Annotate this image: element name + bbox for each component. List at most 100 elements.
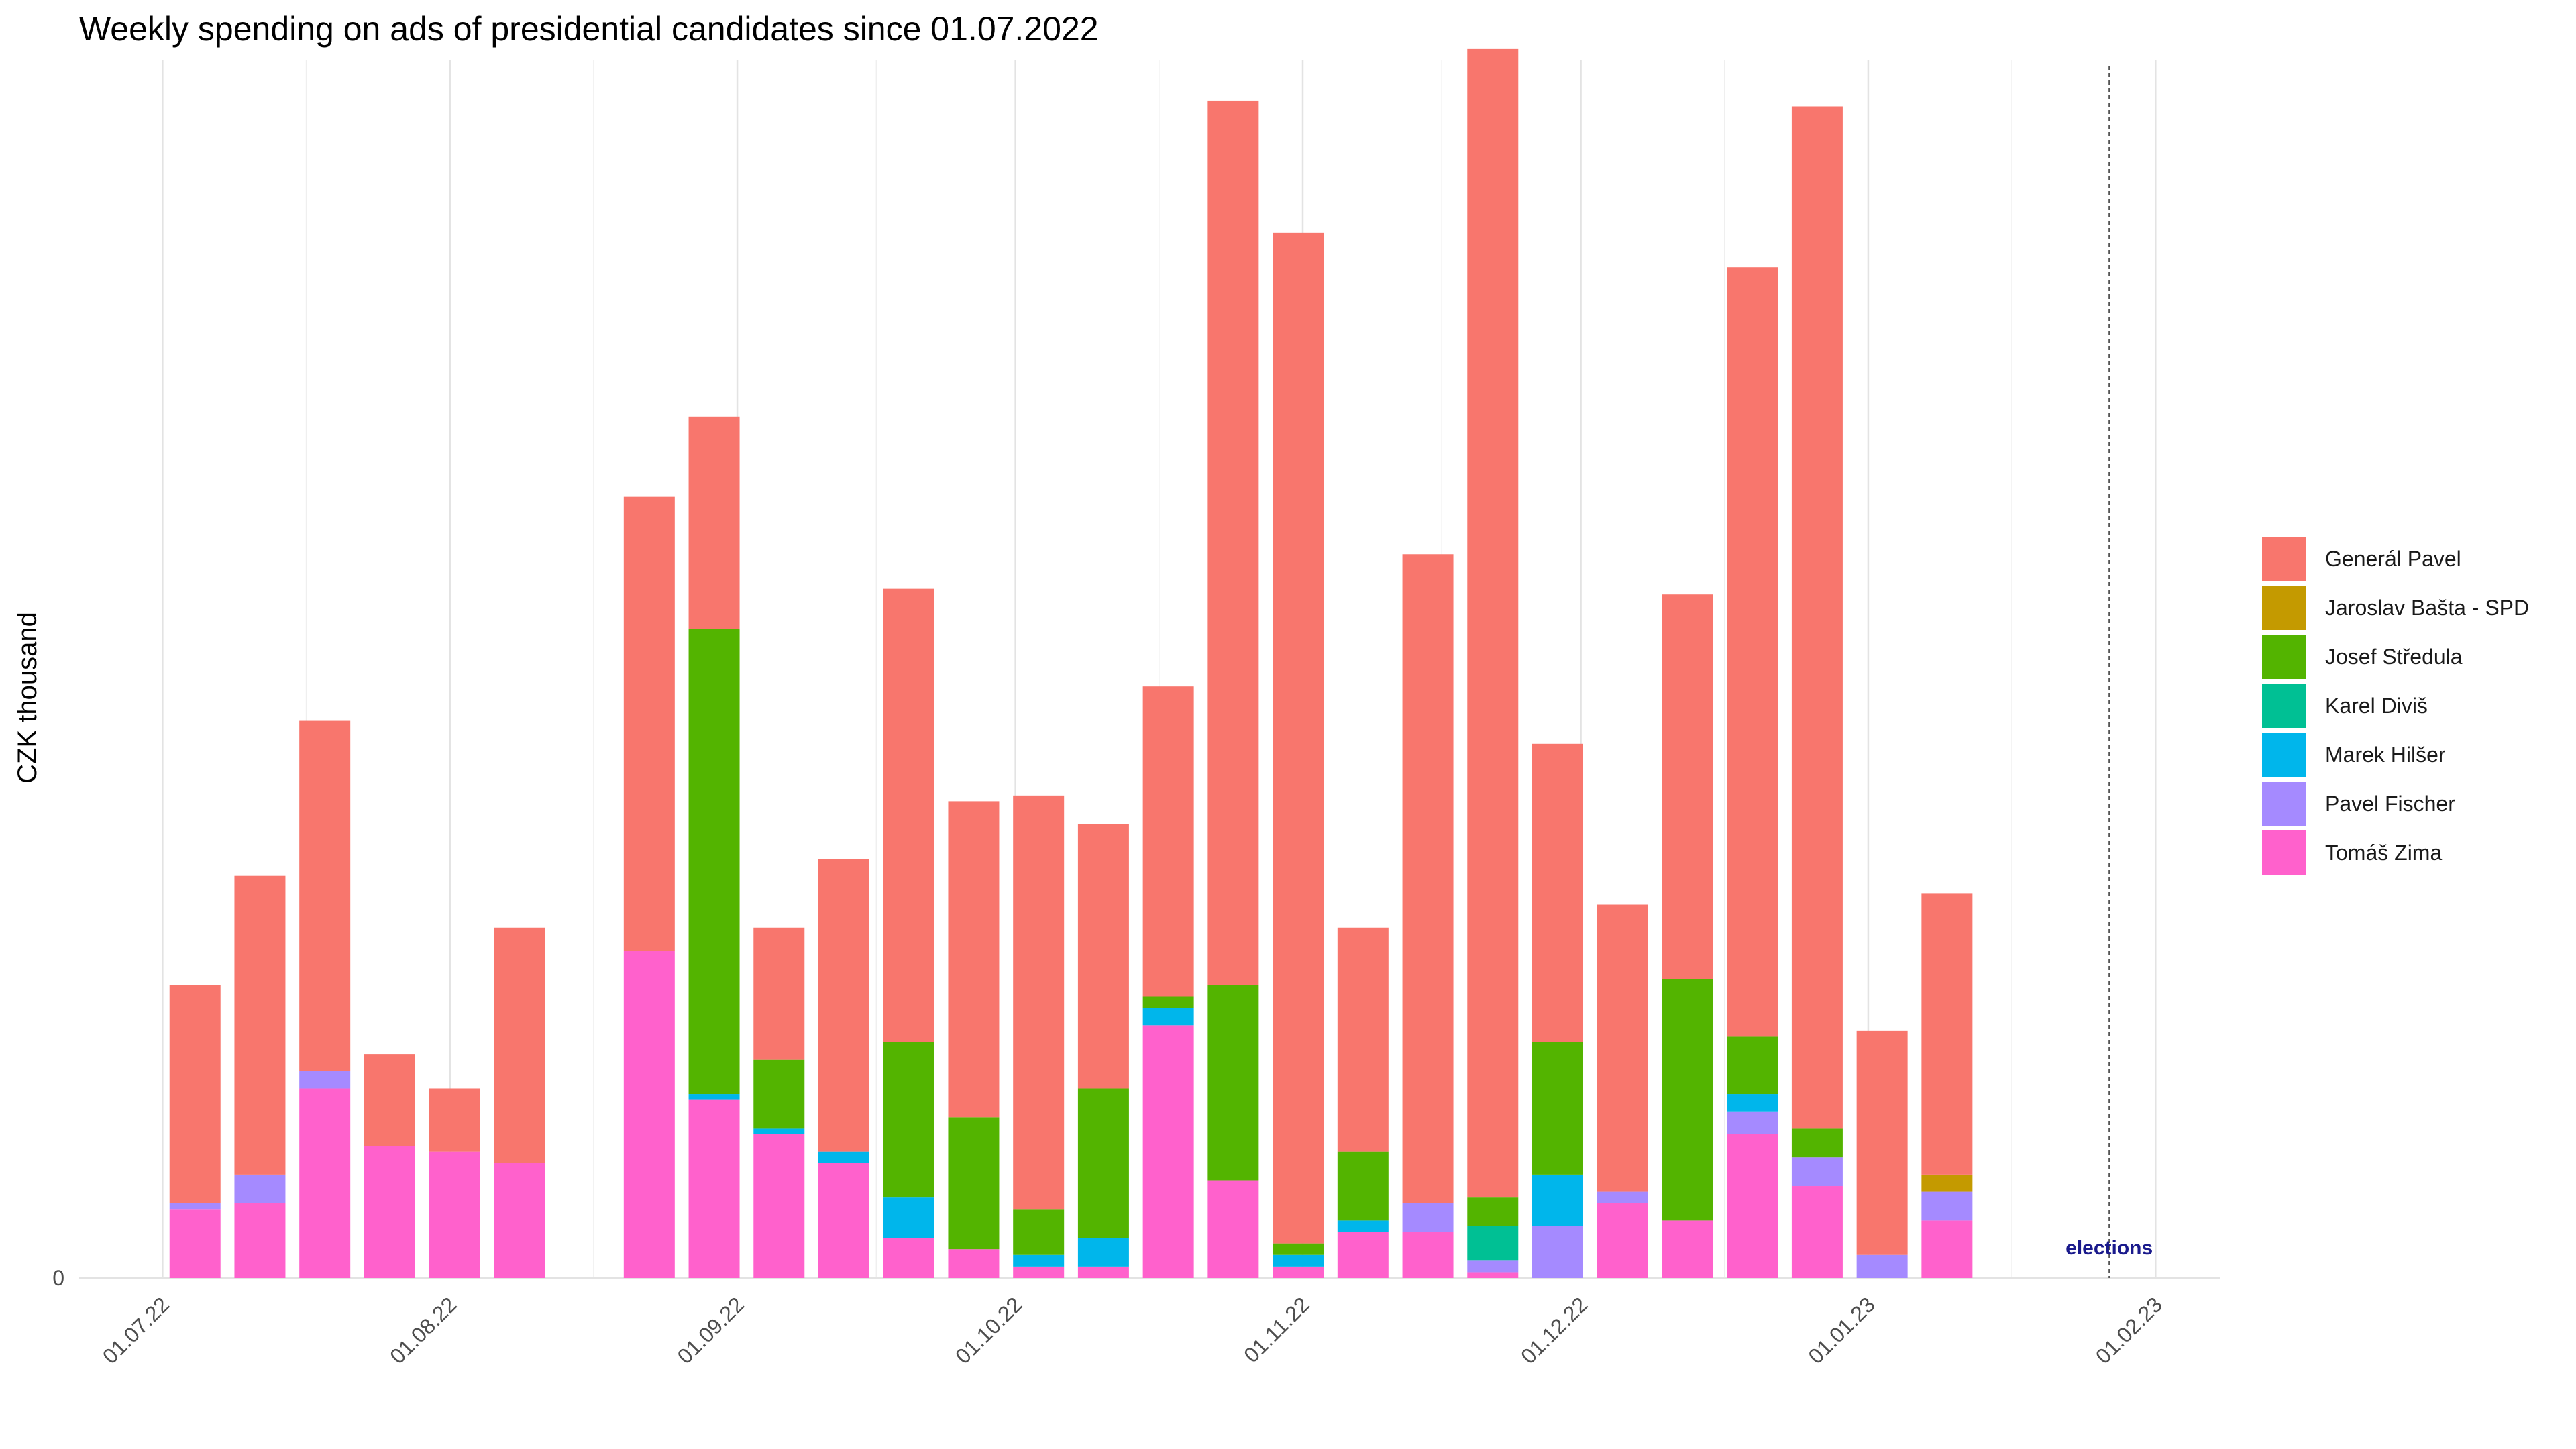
legend-swatch (2262, 782, 2306, 826)
bar-gener-l-pavel (1208, 100, 1259, 985)
bar-marek-hil-er (1532, 1174, 1583, 1226)
bar-tom-zima (1662, 1220, 1713, 1278)
bar-gener-l-pavel (1856, 1030, 1908, 1255)
bar-josef-st-edula (753, 1059, 805, 1129)
legend-swatch (2262, 733, 2306, 777)
bar-gener-l-pavel (364, 1054, 415, 1146)
bar-tom-zima (1402, 1232, 1454, 1278)
bar-gener-l-pavel (1142, 686, 1194, 997)
y-axis-label: CZK thousand (13, 612, 42, 784)
bar-tom-zima (1597, 1203, 1648, 1278)
bar-josef-st-edula (1142, 996, 1194, 1008)
bar-tom-zima (494, 1163, 545, 1278)
bar-tom-zima (623, 951, 675, 1278)
bar-gener-l-pavel (1791, 106, 1843, 1129)
legend-swatch (2262, 684, 2306, 728)
bar-tom-zima (883, 1238, 934, 1278)
bar-gener-l-pavel (948, 801, 1000, 1118)
bar-gener-l-pavel (1532, 743, 1583, 1042)
bar-josef-st-edula (1662, 979, 1713, 1221)
y-tick-label: 0 (52, 1266, 64, 1290)
bar-josef-st-edula (948, 1117, 1000, 1250)
bar-tom-zima (1921, 1220, 1973, 1278)
bar-josef-st-edula (1727, 1036, 1778, 1095)
legend-label: Jaroslav Bašta - SPD (2325, 596, 2529, 620)
legend-label: Karel Diviš (2325, 694, 2428, 718)
election-annotation: elections (2065, 66, 2153, 1278)
bar-tom-zima (1273, 1266, 1324, 1278)
bars (169, 48, 1973, 1278)
bar-josef-st-edula (883, 1042, 934, 1198)
bar-pavel-fischer (1532, 1226, 1583, 1278)
bar-gener-l-pavel (1727, 267, 1778, 1037)
bar-marek-hil-er (1142, 1008, 1194, 1026)
bar-josef-st-edula (1467, 1197, 1519, 1226)
bar-pavel-fischer (1727, 1111, 1778, 1134)
legend-swatch (2262, 830, 2306, 875)
bar-tom-zima (364, 1146, 415, 1278)
bar-gener-l-pavel (818, 859, 869, 1152)
bar-josef-st-edula (1077, 1088, 1129, 1238)
legend-swatch (2262, 537, 2306, 581)
bar-gener-l-pavel (753, 927, 805, 1060)
bar-tom-zima (1727, 1134, 1778, 1278)
bar-tom-zima (1467, 1272, 1519, 1278)
bar-jaroslav-ba-ta-spd (1921, 1174, 1973, 1192)
y-axis-ticks: 0 (52, 1266, 64, 1290)
bar-marek-hil-er (1727, 1094, 1778, 1112)
bar-pavel-fischer (299, 1071, 351, 1089)
bar-tom-zima (753, 1134, 805, 1278)
bar-gener-l-pavel (1013, 795, 1065, 1210)
bar-tom-zima (234, 1203, 286, 1278)
bar-gener-l-pavel (494, 927, 545, 1163)
bar-gener-l-pavel (1402, 554, 1454, 1203)
bar-tom-zima (1208, 1180, 1259, 1278)
legend-swatch (2262, 586, 2306, 630)
bar-marek-hil-er (1013, 1254, 1065, 1267)
bar-pavel-fischer (234, 1174, 286, 1203)
bar-marek-hil-er (753, 1128, 805, 1134)
bar-gener-l-pavel (1273, 232, 1324, 1244)
bar-gener-l-pavel (883, 588, 934, 1042)
bar-tom-zima (948, 1249, 1000, 1278)
bar-gener-l-pavel (1467, 48, 1519, 1198)
bar-josef-st-edula (1273, 1243, 1324, 1255)
bar-gener-l-pavel (299, 720, 351, 1071)
bar-gener-l-pavel (1921, 893, 1973, 1175)
bar-josef-st-edula (1337, 1151, 1389, 1221)
bar-marek-hil-er (1273, 1254, 1324, 1267)
election-label: elections (2065, 1237, 2153, 1259)
bar-gener-l-pavel (688, 416, 740, 629)
bar-gener-l-pavel (623, 496, 675, 951)
bar-tom-zima (169, 1209, 221, 1278)
bar-josef-st-edula (688, 629, 740, 1095)
bar-gener-l-pavel (1662, 594, 1713, 979)
bar-gener-l-pavel (169, 985, 221, 1203)
bar-marek-hil-er (1337, 1220, 1389, 1232)
legend-label: Pavel Fischer (2325, 792, 2455, 816)
legend-swatch (2262, 635, 2306, 679)
bar-pavel-fischer (1597, 1191, 1648, 1203)
bar-tom-zima (1337, 1232, 1389, 1278)
bar-gener-l-pavel (1597, 904, 1648, 1192)
bar-marek-hil-er (1077, 1238, 1129, 1267)
bar-pavel-fischer (1856, 1254, 1908, 1278)
legend-label: Generál Pavel (2325, 547, 2461, 571)
bar-pavel-fischer (169, 1203, 221, 1210)
bar-josef-st-edula (1208, 985, 1259, 1181)
chart-title: Weekly spending on ads of presidential c… (79, 10, 1099, 48)
bar-gener-l-pavel (1337, 927, 1389, 1152)
bar-marek-hil-er (688, 1094, 740, 1100)
bar-tom-zima (1013, 1266, 1065, 1278)
bar-marek-hil-er (818, 1151, 869, 1163)
bar-pavel-fischer (1791, 1157, 1843, 1187)
bar-karel-divi (1467, 1226, 1519, 1261)
bar-tom-zima (1791, 1186, 1843, 1278)
legend-label: Tomáš Zima (2325, 841, 2442, 865)
bar-josef-st-edula (1791, 1128, 1843, 1158)
legend-label: Marek Hilšer (2325, 743, 2446, 767)
bar-tom-zima (1142, 1025, 1194, 1278)
legend-label: Josef Středula (2325, 645, 2463, 669)
bar-tom-zima (688, 1099, 740, 1278)
